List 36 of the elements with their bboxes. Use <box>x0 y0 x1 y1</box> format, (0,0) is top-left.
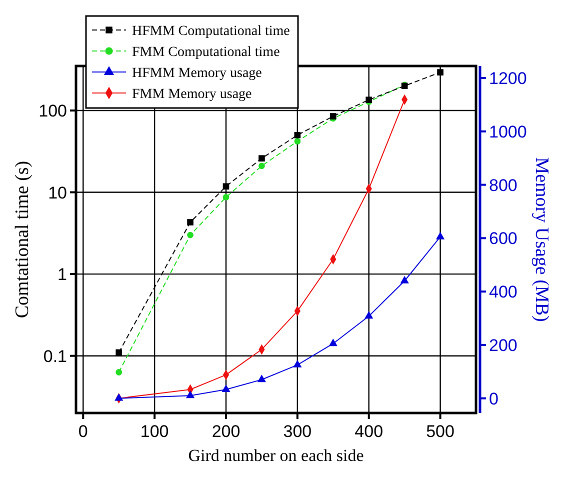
y2-tick-label: 0 <box>489 389 498 408</box>
y2-tick-label: 200 <box>489 336 518 355</box>
point <box>437 69 444 76</box>
x-tick-label: 200 <box>212 422 240 441</box>
point <box>258 155 265 162</box>
y2-tick-label: 800 <box>489 176 518 195</box>
y2-tick-label: 600 <box>489 229 518 248</box>
point <box>116 349 122 356</box>
y2-tick-label: 400 <box>489 282 518 302</box>
point <box>222 183 230 190</box>
x-tick-label: 0 <box>78 422 88 441</box>
point <box>330 113 336 120</box>
x-tick-label: 300 <box>283 422 312 441</box>
x-tick-label: 400 <box>354 422 384 441</box>
point <box>294 132 301 138</box>
y-tick-label: 0.1 <box>43 346 67 366</box>
y-axis-title: Comtational time (s) <box>12 160 33 318</box>
legend-label: HFMM Computational time <box>132 24 290 39</box>
point <box>222 194 230 200</box>
point <box>258 162 265 170</box>
x-axis-title: Gird number on each side <box>188 446 364 465</box>
y-tick-label: 10 <box>48 183 67 202</box>
legend-label: HFMM Memory usage <box>132 66 262 81</box>
point <box>294 138 301 144</box>
legend-label: FMM Memory usage <box>132 87 252 102</box>
y2-tick-label: 1200 <box>489 69 527 88</box>
x-tick-label: 500 <box>426 422 454 441</box>
y-tick-label: 1 <box>58 265 67 284</box>
x-tick-label: 100 <box>140 422 169 441</box>
y2-tick-label: 1000 <box>489 122 527 142</box>
y2-axis-title: Memory Usage (MB) <box>531 157 552 322</box>
legend-label: FMM Computational time <box>132 45 280 60</box>
point <box>187 232 194 238</box>
point <box>187 219 194 226</box>
point <box>116 369 122 376</box>
y-tick-label: 100 <box>38 101 67 120</box>
